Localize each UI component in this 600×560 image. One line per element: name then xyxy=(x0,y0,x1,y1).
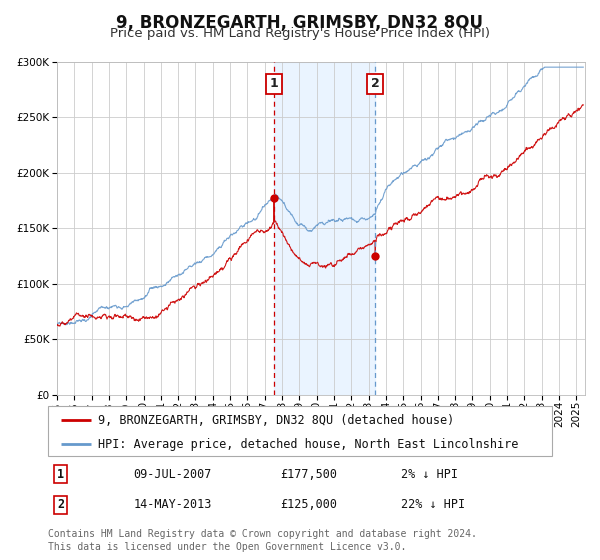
Text: 9, BRONZEGARTH, GRIMSBY, DN32 8QU: 9, BRONZEGARTH, GRIMSBY, DN32 8QU xyxy=(116,14,484,32)
Text: Price paid vs. HM Land Registry's House Price Index (HPI): Price paid vs. HM Land Registry's House … xyxy=(110,27,490,40)
Text: 2% ↓ HPI: 2% ↓ HPI xyxy=(401,468,458,480)
Bar xyxy=(274,62,375,395)
Text: Contains HM Land Registry data © Crown copyright and database right 2024.
This d: Contains HM Land Registry data © Crown c… xyxy=(48,529,477,552)
Text: 14-MAY-2013: 14-MAY-2013 xyxy=(134,498,212,511)
Text: 1: 1 xyxy=(57,468,64,480)
Text: HPI: Average price, detached house, North East Lincolnshire: HPI: Average price, detached house, Nort… xyxy=(98,438,519,451)
FancyBboxPatch shape xyxy=(48,406,552,456)
Text: 2: 2 xyxy=(57,498,64,511)
Text: 9, BRONZEGARTH, GRIMSBY, DN32 8QU (detached house): 9, BRONZEGARTH, GRIMSBY, DN32 8QU (detac… xyxy=(98,414,455,427)
Text: 09-JUL-2007: 09-JUL-2007 xyxy=(134,468,212,480)
Text: 22% ↓ HPI: 22% ↓ HPI xyxy=(401,498,465,511)
Text: 1: 1 xyxy=(269,77,278,90)
Text: 2: 2 xyxy=(371,77,379,90)
Text: £125,000: £125,000 xyxy=(280,498,337,511)
Text: £177,500: £177,500 xyxy=(280,468,337,480)
